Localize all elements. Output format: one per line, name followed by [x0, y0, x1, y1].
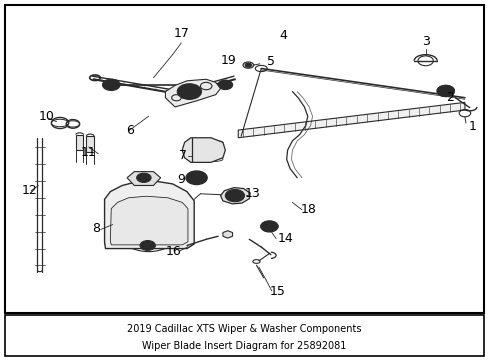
Text: 14: 14: [278, 232, 293, 245]
Circle shape: [183, 88, 195, 95]
Polygon shape: [127, 172, 160, 185]
Text: 3: 3: [421, 36, 428, 49]
Text: 5: 5: [266, 55, 274, 68]
Circle shape: [140, 240, 155, 251]
Text: 13: 13: [244, 187, 260, 200]
Polygon shape: [220, 188, 250, 204]
Polygon shape: [182, 138, 225, 162]
Polygon shape: [76, 135, 83, 150]
Text: 11: 11: [81, 146, 97, 159]
Text: 6: 6: [125, 123, 133, 136]
Text: 17: 17: [173, 27, 189, 40]
Circle shape: [225, 189, 244, 202]
Polygon shape: [223, 231, 232, 238]
Circle shape: [190, 174, 202, 181]
Circle shape: [185, 171, 207, 185]
Text: 16: 16: [165, 244, 181, 257]
Circle shape: [231, 193, 238, 198]
Text: 15: 15: [269, 285, 285, 298]
Text: 4: 4: [279, 29, 287, 42]
Circle shape: [177, 84, 201, 99]
Text: 8: 8: [92, 222, 100, 235]
Polygon shape: [104, 181, 194, 248]
Polygon shape: [238, 102, 464, 138]
Circle shape: [244, 63, 251, 67]
Circle shape: [136, 173, 151, 183]
Text: 1: 1: [468, 121, 476, 134]
Polygon shape: [86, 136, 94, 152]
Polygon shape: [165, 79, 220, 107]
Text: 2: 2: [445, 91, 453, 104]
Circle shape: [102, 79, 120, 90]
Circle shape: [436, 85, 453, 96]
Text: 12: 12: [22, 184, 38, 197]
Text: 18: 18: [301, 203, 316, 216]
Text: 2019 Cadillac XTS Wiper & Washer Components: 2019 Cadillac XTS Wiper & Washer Compone…: [127, 324, 361, 334]
Text: 19: 19: [221, 54, 236, 67]
Circle shape: [218, 80, 232, 89]
Text: Wiper Blade Insert Diagram for 25892081: Wiper Blade Insert Diagram for 25892081: [142, 341, 346, 351]
Text: 7: 7: [179, 149, 186, 162]
Circle shape: [194, 176, 199, 179]
Text: 9: 9: [177, 173, 184, 186]
Circle shape: [260, 221, 278, 232]
Text: 10: 10: [39, 110, 54, 123]
Polygon shape: [110, 196, 187, 245]
